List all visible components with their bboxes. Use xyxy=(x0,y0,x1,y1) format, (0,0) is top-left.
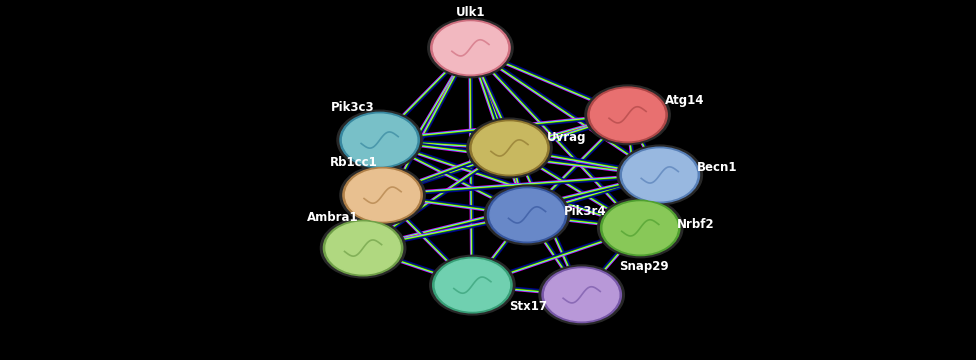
Text: Uvrag: Uvrag xyxy=(547,131,586,144)
Ellipse shape xyxy=(340,165,426,225)
Ellipse shape xyxy=(432,257,512,313)
Ellipse shape xyxy=(429,255,515,315)
Ellipse shape xyxy=(545,269,619,321)
Ellipse shape xyxy=(487,187,567,243)
Ellipse shape xyxy=(430,20,510,76)
Text: Snap29: Snap29 xyxy=(619,260,669,273)
Text: Ambra1: Ambra1 xyxy=(306,211,358,224)
Ellipse shape xyxy=(343,167,423,223)
Ellipse shape xyxy=(340,112,420,168)
Ellipse shape xyxy=(600,200,680,256)
Text: Ulk1: Ulk1 xyxy=(456,6,485,19)
Ellipse shape xyxy=(346,169,420,221)
Text: Atg14: Atg14 xyxy=(665,94,704,107)
Text: Stx17: Stx17 xyxy=(509,300,548,313)
Ellipse shape xyxy=(320,218,406,278)
Ellipse shape xyxy=(542,267,622,323)
Text: Becn1: Becn1 xyxy=(697,161,737,174)
Ellipse shape xyxy=(603,202,677,254)
Ellipse shape xyxy=(597,198,683,258)
Ellipse shape xyxy=(433,22,508,74)
Ellipse shape xyxy=(427,18,513,78)
Ellipse shape xyxy=(617,145,703,205)
Ellipse shape xyxy=(435,259,509,311)
Ellipse shape xyxy=(472,122,547,174)
Ellipse shape xyxy=(337,110,423,170)
Ellipse shape xyxy=(620,147,700,203)
Ellipse shape xyxy=(467,118,552,178)
Ellipse shape xyxy=(326,222,400,274)
Ellipse shape xyxy=(588,87,668,143)
Ellipse shape xyxy=(590,89,665,141)
Text: Pik3r4: Pik3r4 xyxy=(564,205,607,218)
Ellipse shape xyxy=(585,85,671,145)
Text: Rb1cc1: Rb1cc1 xyxy=(330,156,378,169)
Ellipse shape xyxy=(343,114,417,166)
Ellipse shape xyxy=(484,185,570,245)
Text: Nrbf2: Nrbf2 xyxy=(677,218,715,231)
Ellipse shape xyxy=(623,149,697,201)
Ellipse shape xyxy=(323,220,403,276)
Text: Pik3c3: Pik3c3 xyxy=(331,101,375,114)
Ellipse shape xyxy=(490,189,564,241)
Ellipse shape xyxy=(539,265,625,325)
Ellipse shape xyxy=(469,120,549,176)
